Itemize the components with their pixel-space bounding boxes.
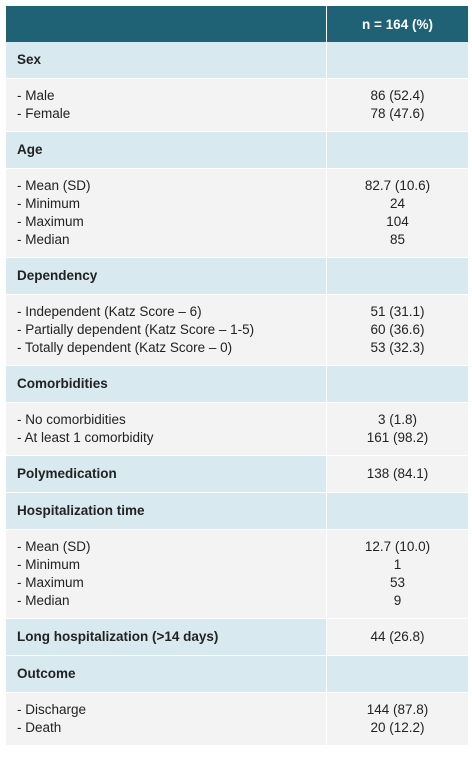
item-value: 51 (31.1) [370, 304, 425, 319]
long-hospitalization-value: 44 (26.8) [327, 619, 468, 656]
items-row-age: - Mean (SD) - Minimum - Maximum - Median… [6, 169, 468, 258]
section-title-sex: Sex [6, 42, 327, 79]
item-label: - At least 1 comorbidity [17, 430, 154, 445]
section-title-hospitalization: Hospitalization time [6, 493, 327, 530]
section-title-dependency: Dependency [6, 258, 327, 295]
item-values: 12.7 (10.0) 1 53 9 [327, 530, 468, 619]
item-value: 60 (36.6) [370, 322, 425, 337]
section-row-hospitalization: Hospitalization time [6, 493, 468, 530]
section-row-dependency: Dependency [6, 258, 468, 295]
item-value: 53 (32.3) [370, 340, 425, 355]
item-labels: - Mean (SD) - Minimum - Maximum - Median [6, 169, 327, 258]
items-row-sex: - Male - Female 86 (52.4) 78 (47.6) [6, 79, 468, 132]
item-label: - Independent (Katz Score – 6) [17, 304, 202, 319]
item-label: - No comorbidities [17, 412, 126, 427]
item-value: 12.7 (10.0) [364, 539, 431, 554]
section-blank [327, 132, 468, 169]
item-labels: - Independent (Katz Score – 6) - Partial… [6, 295, 327, 366]
section-blank [327, 258, 468, 295]
items-row-comorbidities: - No comorbidities - At least 1 comorbid… [6, 403, 468, 456]
section-row-polymedication: Polymedication 138 (84.1) [6, 456, 468, 493]
section-blank [327, 656, 468, 693]
section-title-outcome: Outcome [6, 656, 327, 693]
section-blank [327, 42, 468, 79]
item-label: - Partially dependent (Katz Score – 1-5) [17, 322, 255, 337]
section-title-polymedication: Polymedication [6, 456, 327, 493]
header-label-cell [6, 6, 327, 42]
patient-characteristics-table-container: n = 164 (%) Sex - Male - Female 86 (52.4… [6, 6, 468, 746]
polymedication-value: 138 (84.1) [327, 456, 468, 493]
section-row-long-hospitalization: Long hospitalization (>14 days) 44 (26.8… [6, 619, 468, 656]
item-label: - Median [17, 593, 70, 608]
item-label: - Female [17, 106, 71, 121]
section-blank [327, 366, 468, 403]
item-labels: - No comorbidities - At least 1 comorbid… [6, 403, 327, 456]
item-value: 53 [389, 575, 406, 590]
patient-characteristics-table: n = 164 (%) Sex - Male - Female 86 (52.4… [6, 6, 468, 746]
item-value: 85 [389, 232, 406, 247]
item-value: 24 [389, 196, 406, 211]
section-title-age: Age [6, 132, 327, 169]
item-values: 86 (52.4) 78 (47.6) [327, 79, 468, 132]
item-values: 51 (31.1) 60 (36.6) 53 (32.3) [327, 295, 468, 366]
section-title-long-hospitalization: Long hospitalization (>14 days) [6, 619, 327, 656]
item-label: - Death [17, 720, 62, 735]
items-row-hospitalization: - Mean (SD) - Minimum - Maximum - Median… [6, 530, 468, 619]
item-value: 9 [393, 593, 402, 608]
item-value: 82.7 (10.6) [364, 178, 431, 193]
item-label: - Median [17, 232, 70, 247]
section-blank [327, 493, 468, 530]
item-label: - Totally dependent (Katz Score – 0) [17, 340, 233, 355]
item-label: - Mean (SD) [17, 178, 91, 193]
section-title-comorbidities: Comorbidities [6, 366, 327, 403]
item-value: 3 (1.8) [377, 412, 418, 427]
item-labels: - Male - Female [6, 79, 327, 132]
item-value: 161 (98.2) [366, 430, 429, 445]
items-row-dependency: - Independent (Katz Score – 6) - Partial… [6, 295, 468, 366]
header-count-cell: n = 164 (%) [327, 6, 468, 42]
item-value: 104 [386, 214, 409, 229]
item-values: 82.7 (10.6) 24 104 85 [327, 169, 468, 258]
items-row-outcome: - Discharge - Death 144 (87.8) 20 (12.2) [6, 693, 468, 746]
section-row-outcome: Outcome [6, 656, 468, 693]
item-value: 78 (47.6) [370, 106, 425, 121]
item-label: - Minimum [17, 196, 80, 211]
item-value: 20 (12.2) [370, 720, 425, 735]
item-value: 1 [393, 557, 402, 572]
item-label: - Male [17, 88, 55, 103]
section-row-sex: Sex [6, 42, 468, 79]
item-label: - Mean (SD) [17, 539, 91, 554]
section-row-age: Age [6, 132, 468, 169]
item-label: - Minimum [17, 557, 80, 572]
item-label: - Discharge [17, 702, 87, 717]
item-value: 86 (52.4) [370, 88, 425, 103]
item-label: - Maximum [17, 575, 84, 590]
item-value: 144 (87.8) [366, 702, 429, 717]
item-labels: - Mean (SD) - Minimum - Maximum - Median [6, 530, 327, 619]
header-row: n = 164 (%) [6, 6, 468, 42]
item-values: 144 (87.8) 20 (12.2) [327, 693, 468, 746]
item-label: - Maximum [17, 214, 84, 229]
item-labels: - Discharge - Death [6, 693, 327, 746]
section-row-comorbidities: Comorbidities [6, 366, 468, 403]
item-values: 3 (1.8) 161 (98.2) [327, 403, 468, 456]
